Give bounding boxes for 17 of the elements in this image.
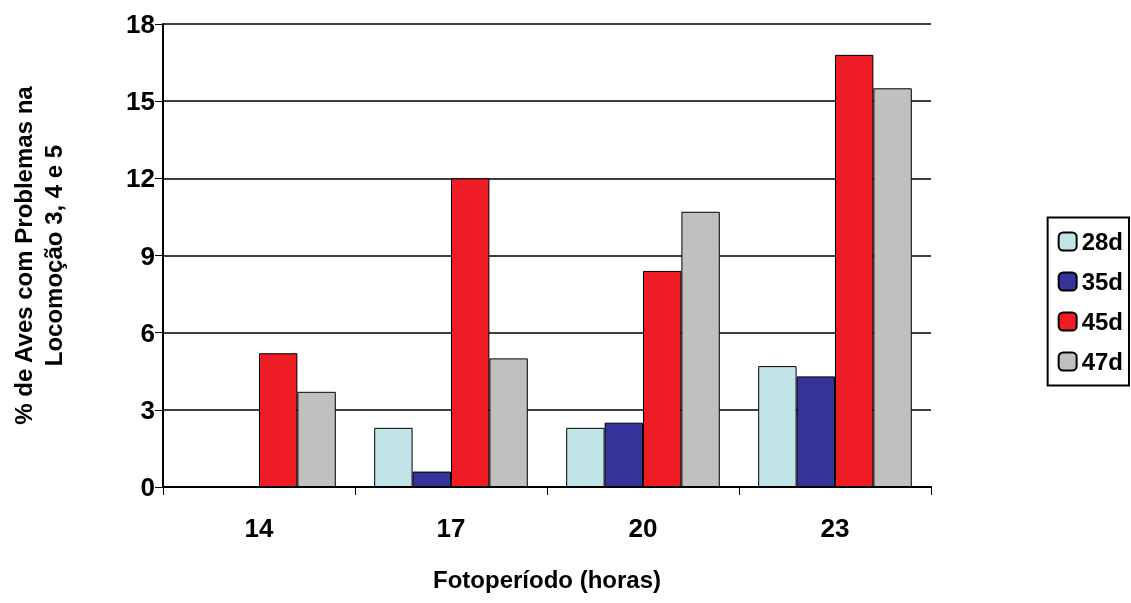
x-tick-label: 20 — [628, 513, 658, 543]
x-tick-label: 23 — [820, 513, 850, 543]
x-axis-title: Fotoperíodo (horas) — [433, 565, 661, 593]
y-tick-label: 6 — [140, 317, 155, 348]
y-axis-title: % de Aves com Problemas na Locomoção 3, 4 e 5 — [9, 85, 67, 425]
legend-label: 28d — [1081, 228, 1123, 255]
y-tick-label: 3 — [140, 394, 155, 425]
y-tick-label: 15 — [126, 86, 155, 117]
legend-label: 45d — [1081, 308, 1123, 335]
y-tick-label: 12 — [126, 163, 155, 194]
y-tick-label: 0 — [140, 472, 155, 502]
legend-label: 47d — [1081, 348, 1123, 375]
y-tick-label: 18 — [126, 9, 155, 39]
x-tick-label: 17 — [436, 513, 466, 543]
x-tick-label: 14 — [244, 513, 274, 543]
y-tick-label: 9 — [140, 240, 155, 271]
legend-label: 35d — [1081, 268, 1123, 295]
